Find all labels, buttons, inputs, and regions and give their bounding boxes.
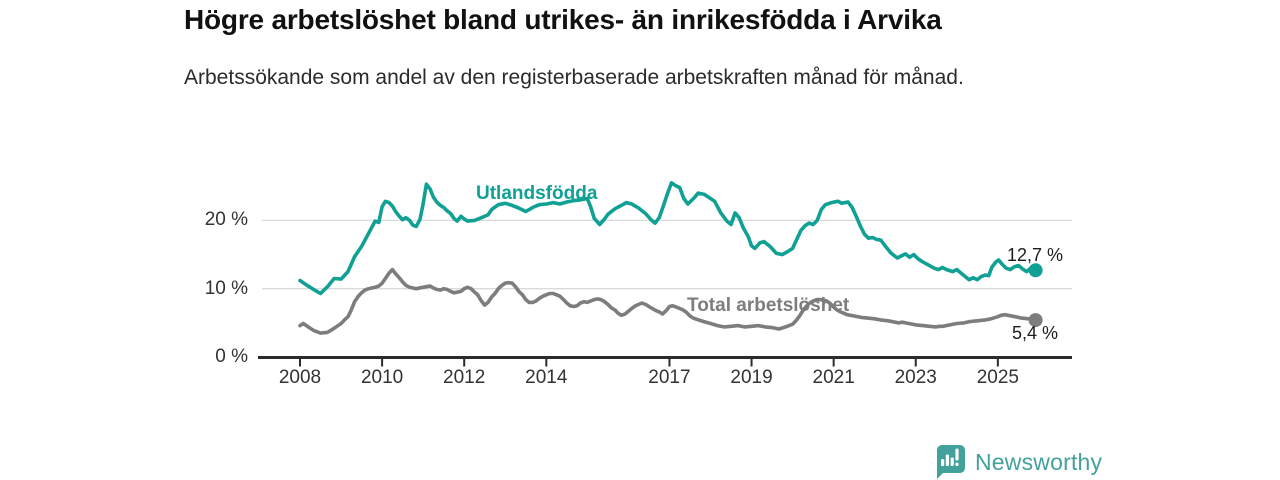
series-label-utlandsfodda: Utlandsfödda bbox=[476, 183, 598, 204]
series-end-dot-0 bbox=[1028, 263, 1043, 278]
x-tick-label: 2010 bbox=[360, 367, 404, 388]
end-value-label-utlandsfodda: 12,7 % bbox=[1007, 245, 1064, 265]
x-tick-label: 2019 bbox=[730, 367, 773, 388]
chart-subtitle: Arbetssökande som andel av den registerb… bbox=[184, 66, 964, 89]
x-tick-label: 2025 bbox=[976, 367, 1019, 388]
series-label-total-arbetsloshet: Total arbetslöshet bbox=[687, 295, 850, 316]
newsworthy-logo: Newsworthy bbox=[934, 444, 1102, 480]
x-tick-label: 2014 bbox=[525, 367, 568, 388]
series-end-dot-1 bbox=[1028, 313, 1043, 328]
page-title: Högre arbetslöshet bland utrikes- än inr… bbox=[184, 4, 942, 35]
x-tick-label: 2021 bbox=[812, 367, 855, 388]
y-tick-label: 10 % bbox=[204, 277, 248, 299]
x-tick-label: 2023 bbox=[894, 367, 937, 388]
series-line-1 bbox=[298, 267, 1038, 335]
x-tick-label: 2008 bbox=[278, 367, 322, 388]
x-tick-label: 2012 bbox=[443, 367, 486, 388]
y-tick-label: 20 % bbox=[204, 209, 248, 231]
brand-name: Newsworthy bbox=[975, 448, 1103, 475]
x-tick-label: 2017 bbox=[648, 367, 691, 388]
y-tick-label: 0 % bbox=[215, 346, 248, 367]
end-value-label-total: 5,4 % bbox=[1012, 323, 1059, 343]
newsworthy-chart-bubble-icon bbox=[937, 445, 965, 479]
series-line-0 bbox=[298, 181, 1038, 296]
